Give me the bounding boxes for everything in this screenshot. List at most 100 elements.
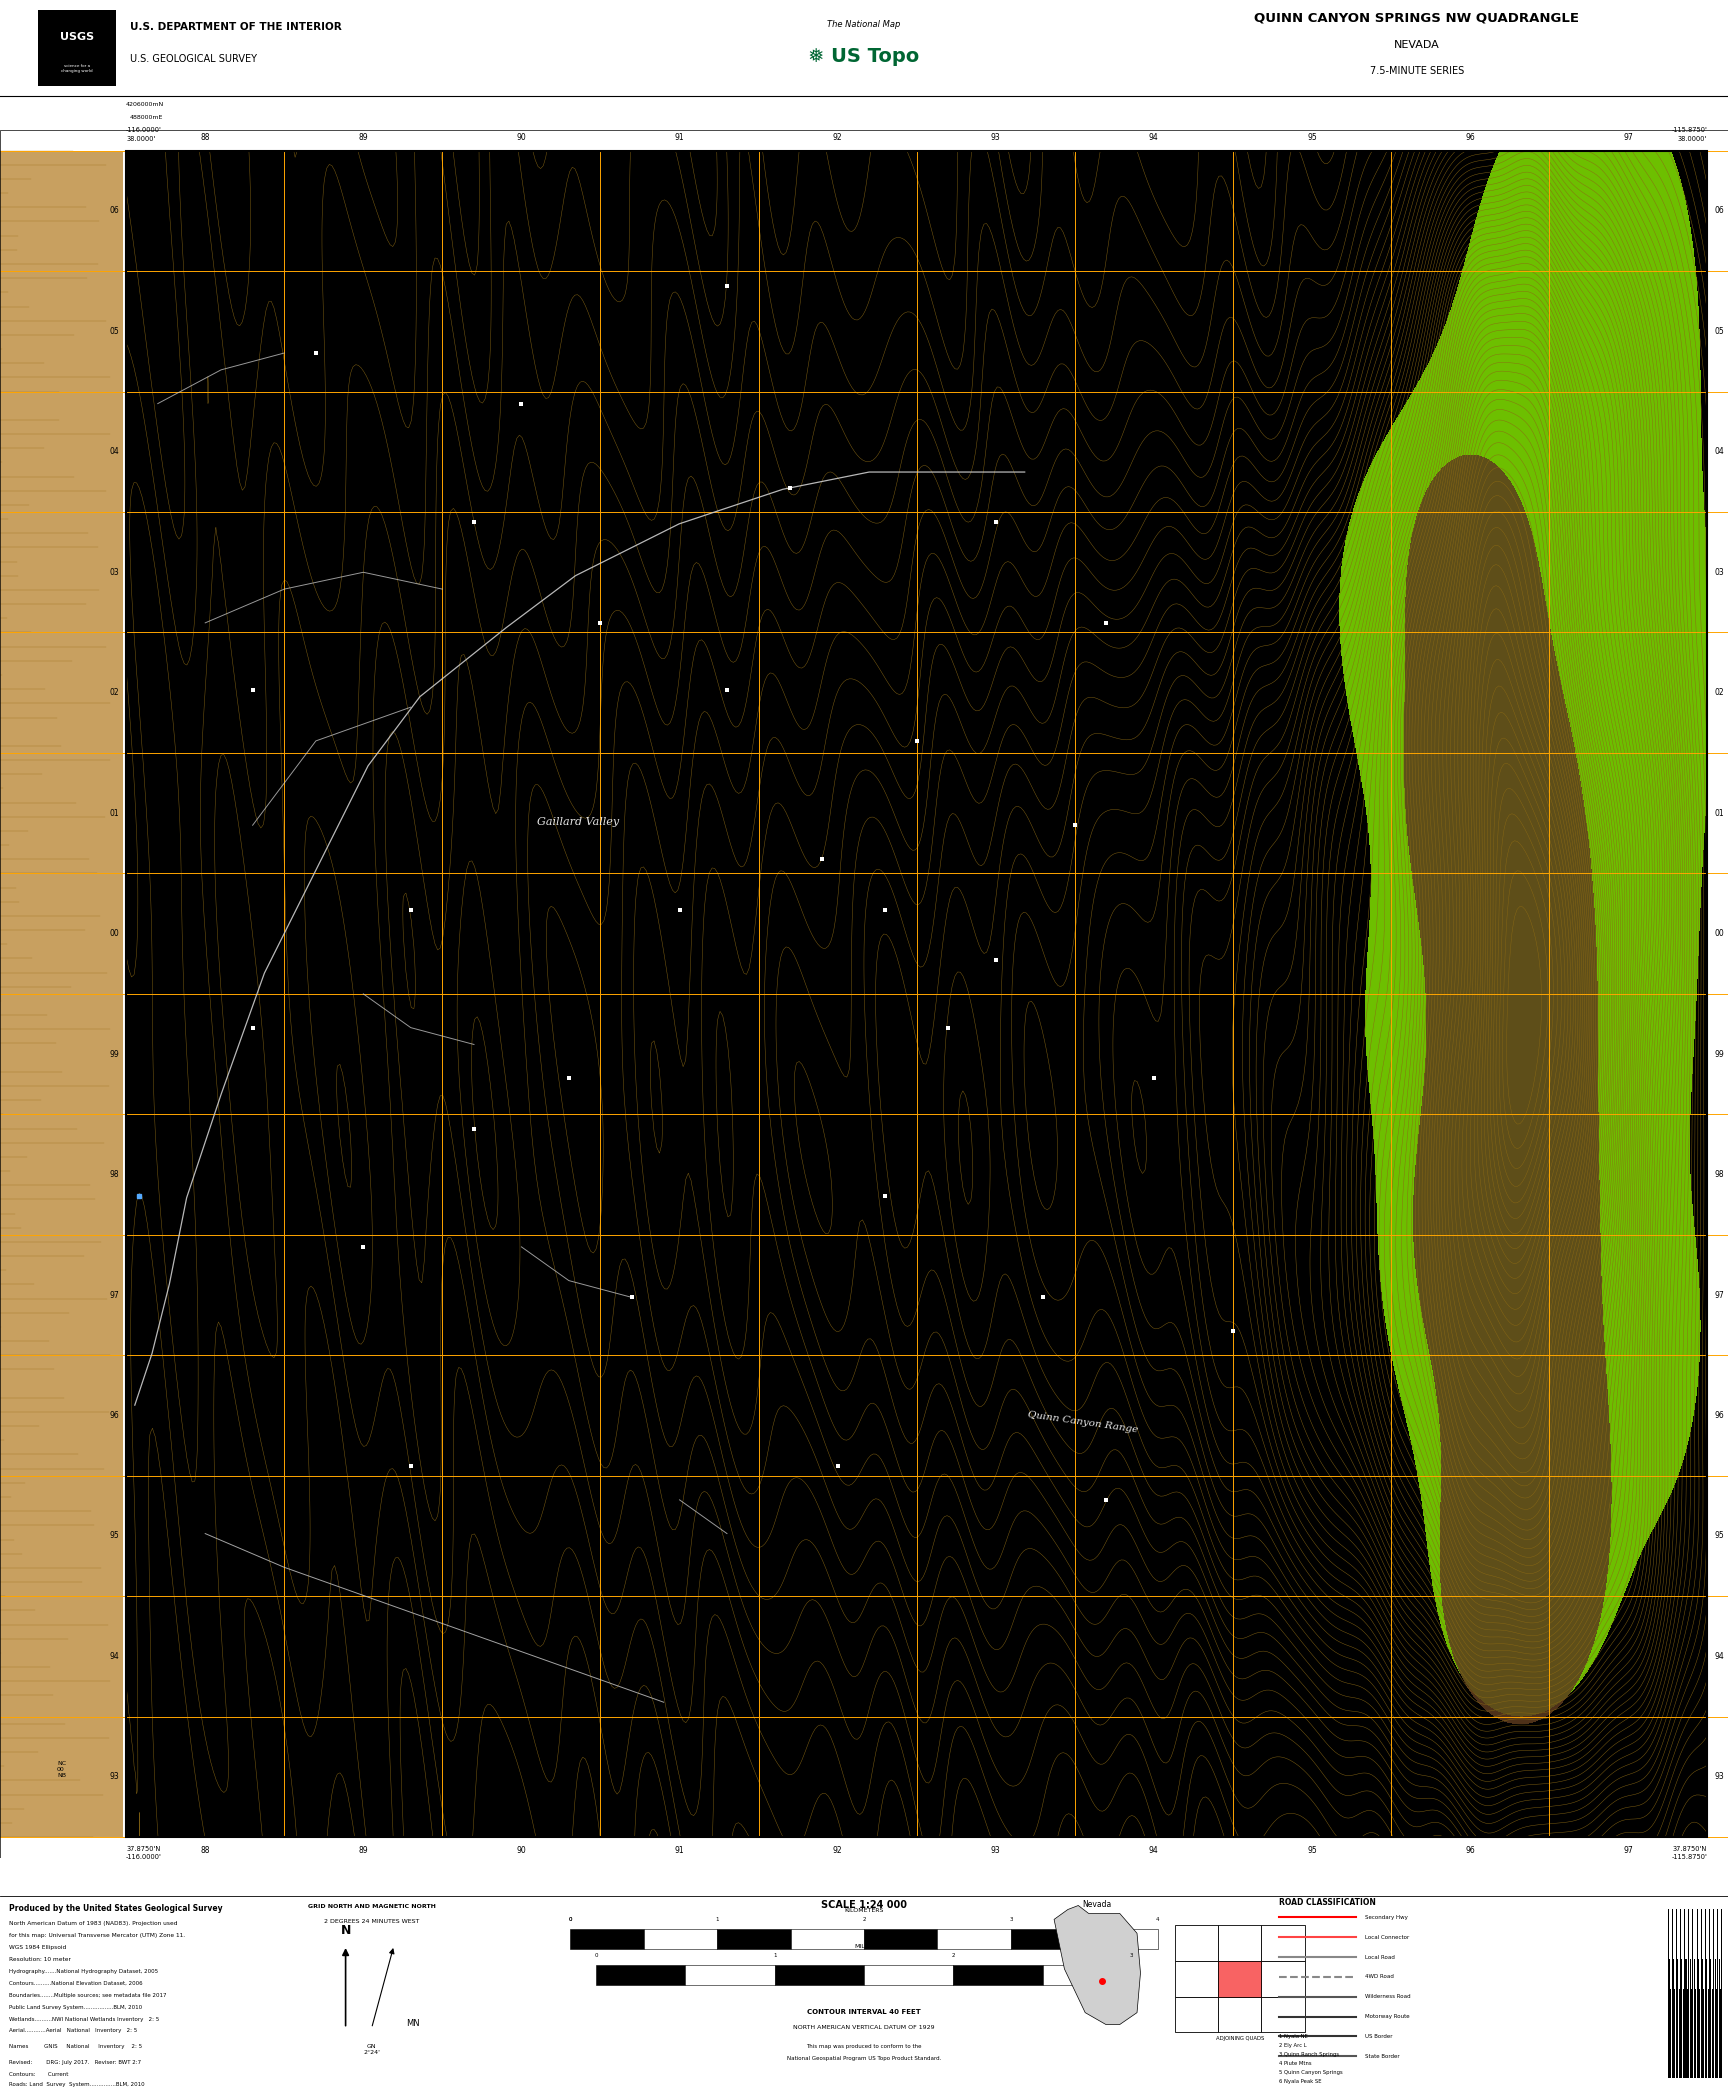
Bar (1042, 1965, 1132, 1986)
Bar (1085, 1929, 1158, 1950)
Text: KILOMETERS: KILOMETERS (845, 1908, 883, 1913)
Text: 91: 91 (674, 1846, 684, 1854)
Text: -115.8750': -115.8750' (1671, 1854, 1707, 1860)
Bar (864, 1965, 954, 1986)
Text: 97: 97 (1623, 1846, 1633, 1854)
Text: 7.5-MINUTE SERIES: 7.5-MINUTE SERIES (1370, 65, 1464, 75)
Bar (864, 1929, 937, 1950)
Bar (643, 1929, 717, 1950)
Text: US Border: US Border (1365, 2034, 1393, 2038)
Text: Gaillard Valley: Gaillard Valley (537, 816, 619, 827)
Text: 1: 1 (715, 1917, 719, 1923)
Text: WGS 1984 Ellipsoid: WGS 1984 Ellipsoid (9, 1946, 66, 1950)
Text: -116.0000': -116.0000' (126, 1854, 162, 1860)
Text: USGS: USGS (60, 31, 93, 42)
Text: National Geospatial Program US Topo Product Standard.: National Geospatial Program US Topo Prod… (786, 2057, 942, 2061)
Text: North American Datum of 1983 (NAD83). Projection used: North American Datum of 1983 (NAD83). Pr… (9, 1921, 178, 1927)
Text: 37.8750'N: 37.8750'N (1673, 1846, 1707, 1852)
Text: 03: 03 (109, 568, 119, 576)
Text: 02: 02 (109, 689, 119, 697)
Text: NEVADA: NEVADA (1394, 40, 1439, 50)
Text: 90: 90 (517, 1846, 527, 1854)
Bar (1261, 1961, 1305, 1996)
Text: 96: 96 (109, 1411, 119, 1420)
Text: CONTOUR INTERVAL 40 FEET: CONTOUR INTERVAL 40 FEET (807, 2009, 921, 2015)
Text: ROAD CLASSIFICATION: ROAD CLASSIFICATION (1279, 1898, 1375, 1906)
Text: ADJOINING QUADS: ADJOINING QUADS (1217, 2036, 1263, 2042)
Text: 92: 92 (833, 1846, 843, 1854)
Text: State Border: State Border (1365, 2055, 1400, 2059)
Text: This map was produced to conform to the: This map was produced to conform to the (807, 2044, 921, 2048)
Text: Produced by the United States Geological Survey: Produced by the United States Geological… (9, 1904, 223, 1913)
Text: 89: 89 (358, 1846, 368, 1854)
Text: MILES: MILES (855, 1944, 873, 1950)
Text: 4WD Road: 4WD Road (1365, 1975, 1394, 1979)
Text: 91: 91 (674, 134, 684, 142)
Text: 04: 04 (1714, 447, 1725, 457)
Text: 4: 4 (1156, 1917, 1159, 1923)
Text: Resolution: 10 meter: Resolution: 10 meter (9, 1956, 71, 1963)
Text: Local Connector: Local Connector (1365, 1936, 1410, 1940)
Text: Contours:       Current: Contours: Current (9, 2071, 67, 2078)
Bar (954, 1965, 1042, 1986)
Text: 01: 01 (109, 808, 119, 818)
Bar (1218, 1961, 1261, 1996)
Text: ❅ US Topo: ❅ US Topo (809, 48, 919, 67)
Text: Hydrography.......National Hydrography Dataset, 2005: Hydrography.......National Hydrography D… (9, 1969, 157, 1973)
Text: 0: 0 (569, 1917, 572, 1923)
Bar (0, 150, 123, 1837)
Bar (1261, 1925, 1305, 1961)
Text: MN: MN (406, 2019, 420, 2030)
Text: Revised:        DRG: July 2017.   Reviser: BWT 2:7: Revised: DRG: July 2017. Reviser: BWT 2:… (9, 2061, 140, 2065)
Text: 96: 96 (1465, 1846, 1476, 1854)
Bar (1175, 1996, 1218, 2032)
Text: 3 Quinn Ranch Springs: 3 Quinn Ranch Springs (1279, 2053, 1339, 2057)
Bar (1218, 1961, 1261, 1996)
Text: Public Land Survey System.................BLM, 2010: Public Land Survey System...............… (9, 2004, 142, 2009)
Text: Quinn Canyon Range: Quinn Canyon Range (1028, 1409, 1139, 1434)
Text: 92: 92 (833, 134, 843, 142)
Text: 2: 2 (862, 1917, 866, 1923)
Text: 95: 95 (109, 1531, 119, 1541)
Text: Motorway Route: Motorway Route (1365, 2015, 1410, 2019)
Text: 3: 3 (1009, 1917, 1013, 1923)
Text: Wetlands..........NWI National Wetlands Inventory   2: 5: Wetlands..........NWI National Wetlands … (9, 2017, 159, 2021)
Bar (1175, 1925, 1218, 1961)
Text: 88: 88 (200, 134, 209, 142)
Text: 00: 00 (1714, 929, 1725, 938)
Text: 4206000mN: 4206000mN (126, 102, 164, 106)
Text: 488000mE: 488000mE (130, 115, 162, 119)
Text: 97: 97 (1714, 1290, 1725, 1299)
Text: 38.0000': 38.0000' (1678, 136, 1707, 142)
Text: 94: 94 (1149, 1846, 1159, 1854)
Polygon shape (1054, 1906, 1140, 2025)
Bar (1175, 1961, 1218, 1996)
Text: Aerial............Aerial   National   Inventory   2: 5: Aerial............Aerial National Invent… (9, 2030, 137, 2034)
Text: science for a
changing world: science for a changing world (60, 65, 93, 73)
Text: Names         GNIS     National     Inventory    2: 5: Names GNIS National Inventory 2: 5 (9, 2044, 142, 2048)
Text: 93: 93 (1714, 1773, 1725, 1781)
Text: 06: 06 (109, 207, 119, 215)
Text: 94: 94 (1149, 134, 1159, 142)
Text: 05: 05 (1714, 328, 1725, 336)
Text: 93: 93 (990, 134, 1001, 142)
Text: -116.0000': -116.0000' (126, 127, 162, 134)
Text: NC
00
NB: NC 00 NB (57, 1762, 66, 1779)
Text: 6 Nyala Peak SE: 6 Nyala Peak SE (1279, 2080, 1322, 2084)
Bar (570, 1929, 643, 1950)
Bar (774, 1965, 864, 1986)
Bar (791, 1929, 864, 1950)
Text: SCALE 1:24 000: SCALE 1:24 000 (821, 1900, 907, 1911)
Text: 4 Piute Mtns: 4 Piute Mtns (1279, 2061, 1312, 2067)
Text: 2 DEGREES 24 MINUTES WEST: 2 DEGREES 24 MINUTES WEST (323, 1919, 420, 1925)
Text: Secondary Hwy: Secondary Hwy (1365, 1915, 1408, 1919)
Text: 96: 96 (1465, 134, 1476, 142)
Text: 1: 1 (772, 1952, 776, 1959)
Text: 88: 88 (200, 1846, 209, 1854)
Text: 0: 0 (569, 1917, 572, 1923)
Text: 2 Ely Arc L: 2 Ely Arc L (1279, 2044, 1306, 2048)
Text: The National Map: The National Map (828, 21, 900, 29)
Text: 2: 2 (952, 1952, 956, 1959)
Text: GRID NORTH AND MAGNETIC NORTH: GRID NORTH AND MAGNETIC NORTH (308, 1904, 435, 1908)
Text: 5 Quinn Canyon Springs: 5 Quinn Canyon Springs (1279, 2069, 1343, 2075)
